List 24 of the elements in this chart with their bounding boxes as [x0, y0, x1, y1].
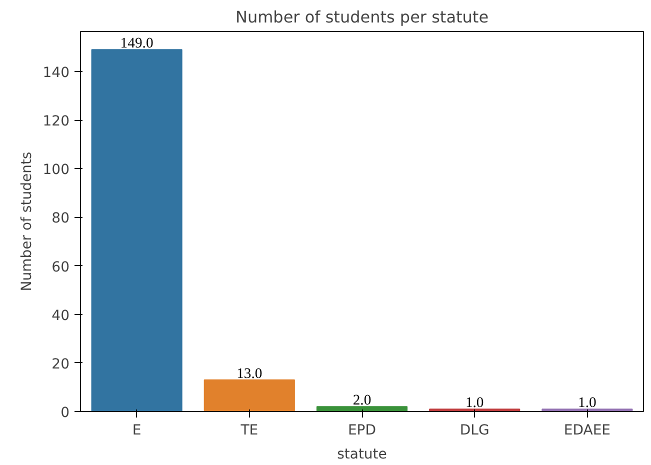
data-label: 149.0: [120, 36, 154, 52]
y-tick-label: 0: [60, 405, 70, 421]
x-tick-label: TE: [240, 422, 258, 438]
y-tick-label: 80: [52, 210, 70, 227]
data-label: 2.0: [352, 392, 372, 409]
x-tick-label: E: [132, 422, 142, 438]
data-label: 1.0: [465, 395, 484, 412]
y-tick-label: 120: [42, 114, 70, 130]
chart-title: Number of students per statute: [235, 8, 489, 26]
bar: [91, 49, 182, 412]
y-tick-label: 20: [52, 356, 70, 372]
bar: [316, 406, 408, 412]
x-tick-label: DLG: [460, 422, 490, 438]
x-tick-label: EDAEE: [564, 422, 611, 438]
data-label: 13.0: [236, 366, 262, 382]
y-tick-label: 60: [52, 259, 70, 276]
y-tick-label: 100: [42, 162, 70, 178]
y-tick-label: 140: [42, 64, 70, 81]
x-tick-label: EPD: [348, 422, 376, 438]
data-label: 1.0: [578, 395, 596, 412]
y-tick-label: 40: [52, 308, 70, 324]
y-axis-title: Number of students: [18, 152, 35, 292]
bar: [204, 379, 295, 412]
x-axis-title: statute: [337, 446, 387, 462]
